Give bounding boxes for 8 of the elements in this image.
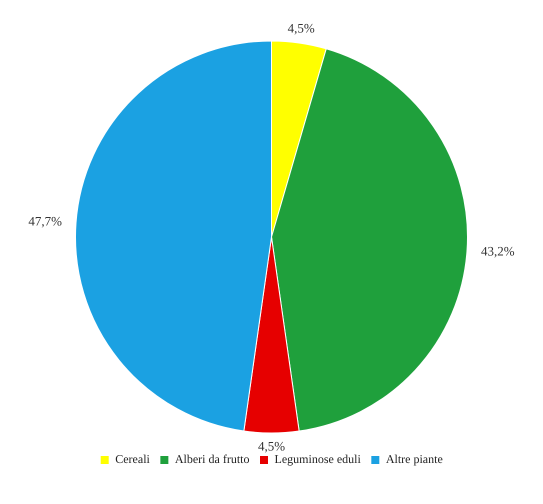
legend-label: Cereali xyxy=(115,452,151,466)
legend-label: Altre piante xyxy=(386,452,443,466)
data-label: 4,5% xyxy=(258,438,286,454)
legend-label: Leguminose eduli xyxy=(274,452,362,466)
data-label: 47,7% xyxy=(28,214,62,229)
data-label: 43,2% xyxy=(480,243,515,258)
data-label: 4,5% xyxy=(288,20,315,36)
legend-label: Alberi da frutto xyxy=(174,452,250,466)
